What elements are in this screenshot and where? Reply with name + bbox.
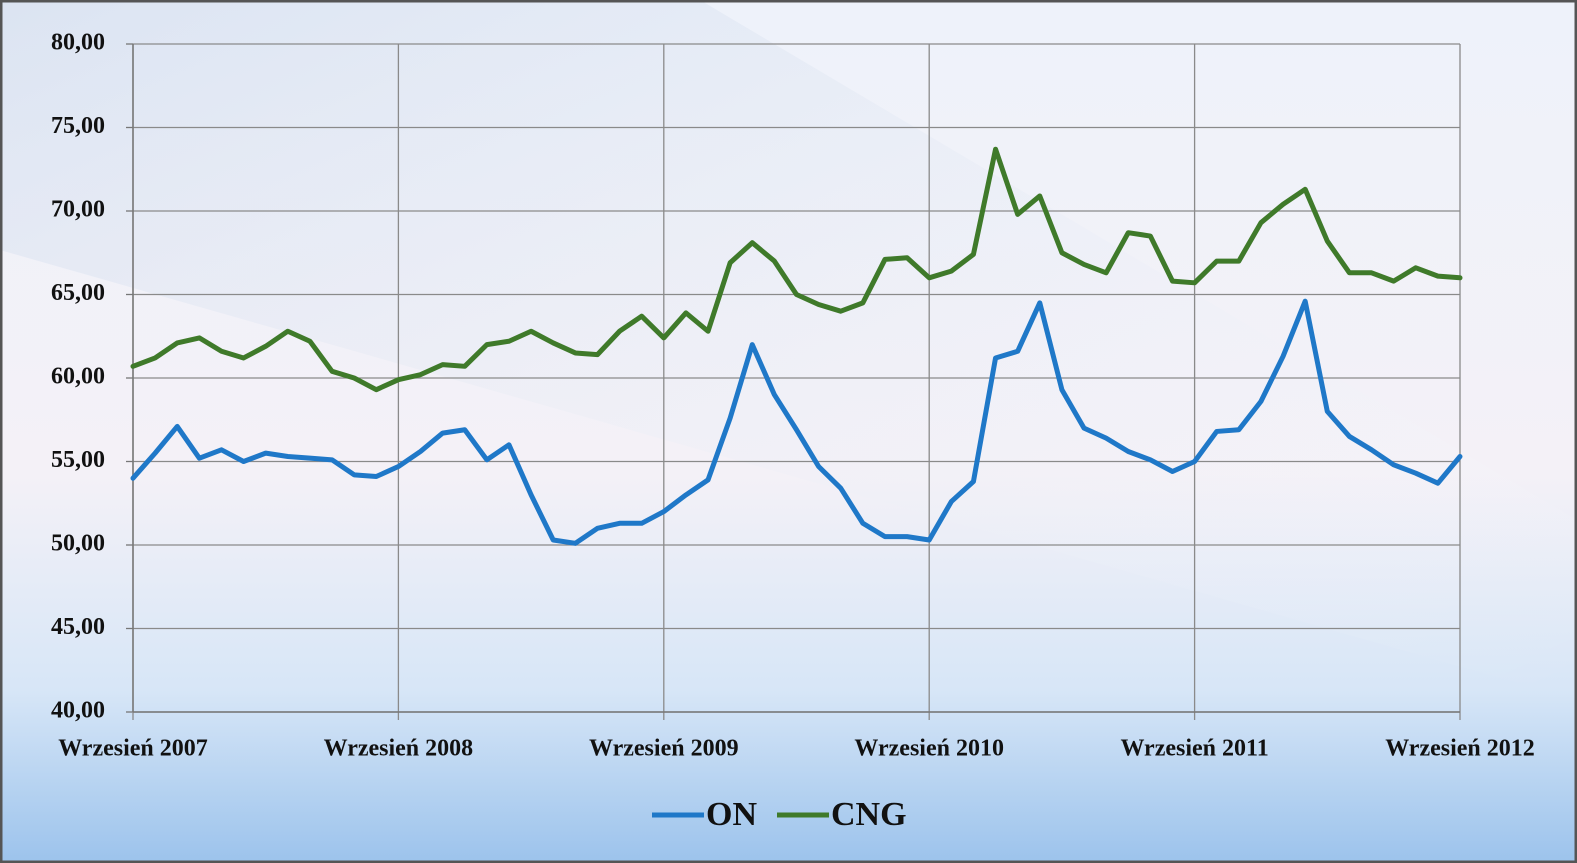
x-tick-label: Wrzesień 2010 xyxy=(854,736,1004,762)
y-tick-label: 70,00 xyxy=(51,197,105,223)
x-tick-label: Wrzesień 2008 xyxy=(324,736,474,762)
x-tick-label: Wrzesień 2011 xyxy=(1120,736,1268,762)
y-tick-label: 55,00 xyxy=(51,447,105,473)
y-tick-label: 75,00 xyxy=(51,113,105,139)
legend-label: CNG xyxy=(831,796,907,833)
legend-label: ON xyxy=(706,796,757,833)
chart: 40,00 45,00 50,00 55,00 60,00 65,00 70,00 75,00… xyxy=(0,0,1577,863)
y-tick-label: 40,00 xyxy=(51,698,105,724)
page: {"chart_data": { "type": "line", "catego… xyxy=(0,0,1577,863)
y-tick-label: 50,00 xyxy=(51,531,105,557)
y-tick-label: 65,00 xyxy=(51,280,105,306)
y-tick-label: 80,00 xyxy=(51,30,105,56)
x-tick-label: Wrzesień 2012 xyxy=(1385,736,1535,762)
y-tick-label: 60,00 xyxy=(51,364,105,390)
y-tick-label: 45,00 xyxy=(51,614,105,640)
x-tick-label: Wrzesień 2009 xyxy=(589,736,739,762)
x-tick-label: Wrzesień 2007 xyxy=(58,736,208,762)
